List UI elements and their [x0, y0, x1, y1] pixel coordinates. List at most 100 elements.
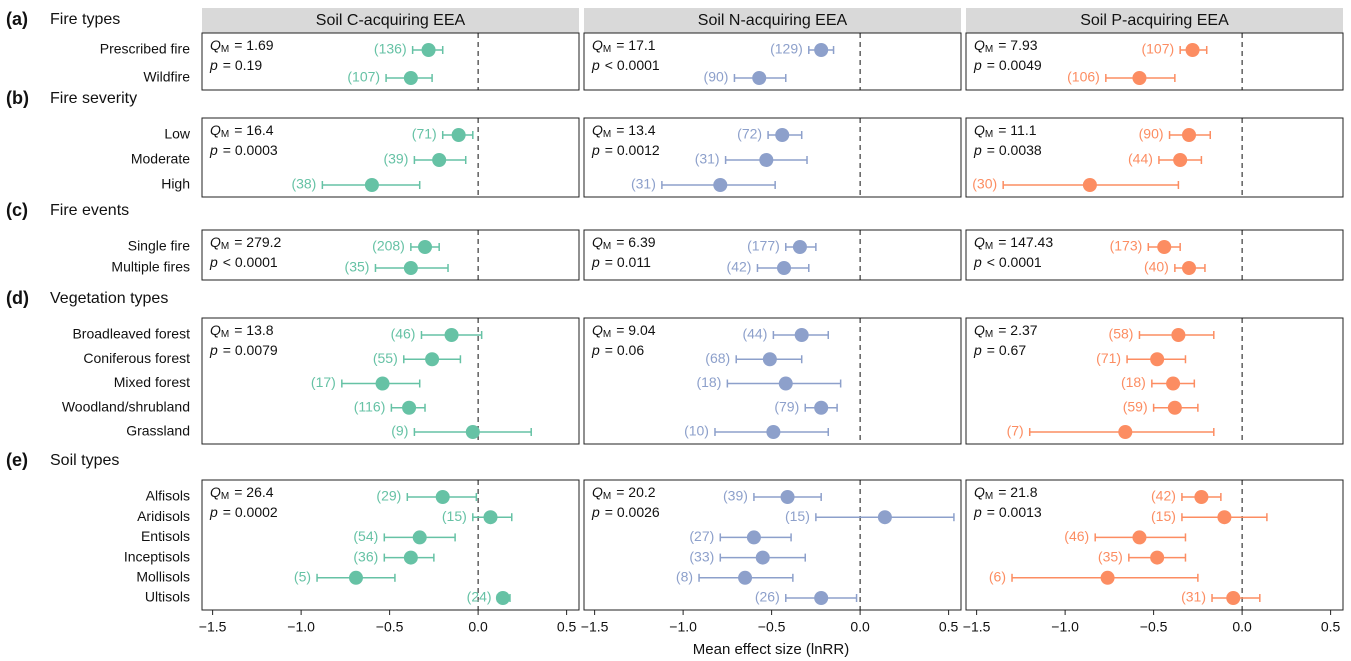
row-label: Wildfire: [143, 69, 190, 85]
mean-point: [775, 128, 790, 142]
x-tick-label: −1.5: [199, 619, 227, 635]
sample-size: (71): [412, 126, 437, 142]
mean-point: [348, 570, 363, 585]
sample-size: (116): [354, 398, 386, 414]
stat-q: QM = 21.8: [974, 484, 1038, 502]
stat-q-subscript: M: [985, 129, 993, 140]
mean-point: [1157, 240, 1172, 254]
mean-point: [435, 490, 450, 504]
panel: [583, 32, 962, 91]
sample-size: (107): [347, 69, 380, 85]
strip-header: [202, 8, 579, 33]
row-label: Inceptisols: [124, 548, 190, 564]
stat-p: p < 0.0001: [591, 57, 660, 73]
stat-q: QM = 7.93: [974, 37, 1038, 55]
mean-point: [1118, 425, 1133, 439]
x-tick-label: 0.5: [557, 619, 577, 635]
mean-point: [738, 570, 753, 585]
sample-size: (29): [376, 488, 401, 504]
group-tag: (d): [6, 288, 29, 308]
stat-p: p = 0.0002: [209, 504, 278, 520]
mean-point: [1166, 376, 1181, 391]
sample-size: (17): [311, 374, 336, 390]
sample-size: (46): [1064, 528, 1089, 544]
sample-size: (24): [467, 589, 492, 605]
mean-point: [403, 550, 418, 565]
stat-p: p = 0.06: [591, 342, 644, 358]
x-tick-label: −1.5: [963, 619, 991, 635]
sample-size: (18): [696, 374, 721, 390]
sample-size: (27): [689, 528, 714, 544]
x-axis-label: Mean effect size (lnRR): [693, 641, 849, 658]
x-tick-label: −0.5: [376, 619, 404, 635]
mean-point: [755, 550, 770, 565]
sample-size: (173): [1110, 238, 1143, 254]
stat-q-value: = 17.1: [616, 37, 656, 53]
sample-size: (79): [774, 398, 799, 414]
mean-point: [1226, 591, 1241, 605]
mean-point: [1185, 43, 1200, 57]
mean-point: [746, 530, 761, 545]
sample-size: (39): [383, 151, 408, 167]
stat-p-symbol: p: [973, 57, 982, 73]
sample-size: (55): [373, 350, 398, 366]
stat-p-value: = 0.0026: [605, 504, 660, 520]
sample-size: (90): [1139, 126, 1164, 142]
stat-p-value: = 0.67: [987, 342, 1027, 358]
stat-p: p = 0.19: [209, 57, 262, 73]
stat-p: p = 0.0026: [591, 504, 660, 520]
mean-point: [1150, 550, 1165, 565]
sample-size: (71): [1096, 350, 1121, 366]
stat-p-value: < 0.0001: [223, 254, 278, 270]
stat-q-value: = 20.2: [616, 484, 656, 500]
row-label: Grassland: [126, 423, 190, 439]
stat-q-value: = 9.04: [616, 322, 656, 338]
sample-size: (38): [291, 176, 316, 192]
stat-q-value: = 1.69: [234, 37, 274, 53]
mean-point: [451, 128, 466, 142]
mean-point: [1132, 71, 1147, 85]
stat-q-value: = 2.37: [998, 322, 1038, 338]
row-label: Multiple fires: [111, 259, 190, 275]
sample-size: (68): [705, 350, 730, 366]
mean-point: [777, 261, 792, 275]
group-tag: (e): [6, 450, 28, 470]
row-label: Low: [164, 126, 191, 142]
stat-q-symbol: Q: [592, 122, 603, 138]
sample-size: (40): [1144, 259, 1169, 275]
stat-q: QM = 279.2: [210, 234, 282, 252]
stat-q: QM = 20.2: [592, 484, 656, 502]
mean-point: [1167, 400, 1182, 415]
stat-p-value: = 0.011: [605, 254, 651, 270]
stat-p-value: = 0.0012: [605, 142, 660, 158]
sample-size: (35): [1098, 548, 1123, 564]
stat-q-subscript: M: [603, 44, 611, 55]
x-tick-label: 0.0: [850, 619, 870, 635]
stat-p-symbol: p: [973, 254, 982, 270]
mean-point: [1217, 510, 1232, 525]
mean-point: [1171, 328, 1186, 342]
row-label: Single fire: [128, 238, 190, 254]
stat-p-symbol: p: [209, 57, 218, 73]
mean-point: [752, 71, 767, 85]
sample-size: (6): [989, 569, 1006, 585]
stat-p-symbol: p: [209, 254, 218, 270]
mean-point: [375, 376, 390, 391]
panel: [201, 32, 580, 91]
stat-q: QM = 6.39: [592, 234, 656, 252]
mean-point: [762, 352, 777, 367]
stat-p-value: = 0.19: [223, 57, 263, 73]
mean-point: [425, 352, 440, 367]
mean-point: [713, 178, 728, 192]
stat-p: p = 0.011: [591, 254, 651, 270]
x-tick-label: 0.0: [1232, 619, 1252, 635]
row-label: Mollisols: [136, 569, 190, 585]
sample-size: (35): [345, 259, 370, 275]
stat-p-value: = 0.0013: [987, 504, 1042, 520]
sample-size: (107): [1141, 41, 1174, 57]
mean-point: [403, 261, 418, 275]
stat-q-subscript: M: [985, 44, 993, 55]
x-tick-label: −0.5: [758, 619, 786, 635]
stat-q: QM = 11.1: [974, 122, 1037, 140]
sample-size: (9): [391, 423, 408, 439]
